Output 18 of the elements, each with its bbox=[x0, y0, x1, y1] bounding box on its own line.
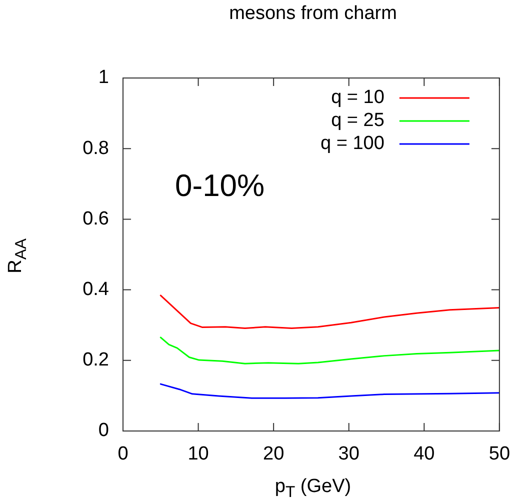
y-tick-label: 0.6 bbox=[82, 208, 109, 230]
y-tick-label: 0.4 bbox=[82, 279, 110, 300]
annotation: 0-10% bbox=[175, 168, 265, 204]
legend-label: q = 100 bbox=[320, 133, 384, 154]
x-tick-label: 10 bbox=[188, 444, 209, 465]
x-tick-label: 50 bbox=[488, 444, 510, 465]
x-tick-label: 30 bbox=[338, 444, 360, 465]
legend-label: q = 10 bbox=[331, 87, 384, 108]
x-tick-label: 20 bbox=[263, 444, 284, 465]
chart-title: mesons from charm bbox=[228, 3, 398, 25]
y-tick-label: 0 bbox=[98, 420, 109, 442]
x-tick-label: 40 bbox=[414, 444, 435, 465]
legend-label: q = 25 bbox=[331, 110, 384, 132]
y-tick-label: 1 bbox=[98, 67, 109, 88]
y-tick-label: 0.2 bbox=[82, 350, 109, 371]
x-axis-title: p$_{T}$ (GeV) bbox=[274, 476, 352, 502]
x-tick-label: 0 bbox=[118, 444, 128, 465]
y-tick-label: 0.8 bbox=[82, 138, 109, 159]
